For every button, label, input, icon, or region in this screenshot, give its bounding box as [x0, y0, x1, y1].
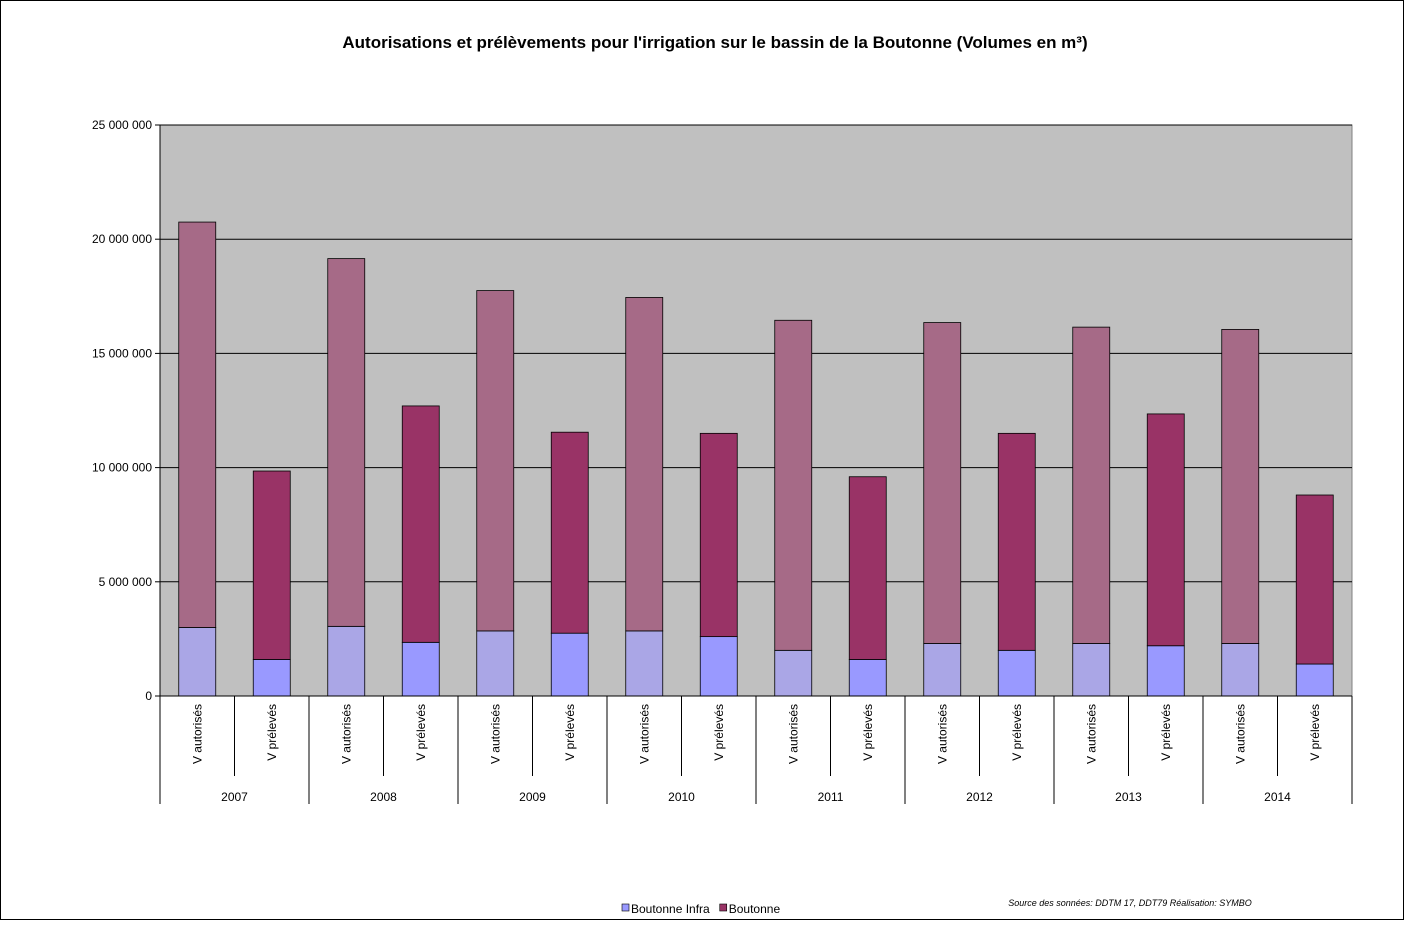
bar-segment [550, 632, 589, 697]
bar-segment [997, 649, 1036, 697]
legend-label: Boutonne [729, 902, 781, 916]
bar-segment [327, 625, 366, 697]
x-tick-label: V prélevés [712, 704, 726, 761]
legend-swatch [719, 903, 728, 912]
bar-segment [1072, 326, 1111, 644]
group-label: 2008 [370, 790, 397, 804]
x-tick-label: V prélevés [1159, 704, 1173, 761]
bar-segment [625, 630, 664, 697]
x-tick-label: V autorisés [1084, 704, 1098, 764]
group-label: 2014 [1264, 790, 1291, 804]
group-label: 2013 [1115, 790, 1142, 804]
bar-segment [401, 641, 440, 697]
x-tick-label: V autorisés [935, 704, 949, 764]
x-tick-label: V autorisés [190, 704, 204, 764]
bar-segment [923, 322, 962, 644]
bar-segment [625, 297, 664, 632]
x-tick-label: V prélevés [861, 704, 875, 761]
bar-segment [1295, 494, 1334, 665]
x-tick-label: V prélevés [1010, 704, 1024, 761]
bar-segment [774, 649, 813, 697]
y-tick-label: 0 [145, 689, 152, 703]
x-tick-label: V autorisés [488, 704, 502, 764]
bar-segment [476, 630, 515, 697]
chart-title: Autorisations et prélèvements pour l'irr… [342, 33, 1087, 52]
group-label: 2009 [519, 790, 546, 804]
bar-segment [252, 659, 291, 697]
y-tick-label: 10 000 000 [92, 461, 152, 475]
bar-segment [252, 470, 291, 660]
x-tick-label: V autorisés [1233, 704, 1247, 764]
bar-segment [1072, 643, 1111, 697]
bar-segment [848, 659, 887, 697]
x-tick-label: V autorisés [637, 704, 651, 764]
x-tick-label: V autorisés [339, 704, 353, 764]
bar-segment [848, 476, 887, 660]
x-tick-label: V prélevés [414, 704, 428, 761]
y-tick-label: 15 000 000 [92, 346, 152, 360]
bar-segment [1221, 329, 1260, 644]
y-tick-label: 5 000 000 [99, 575, 153, 589]
bar-segment [178, 627, 217, 697]
group-label: 2010 [668, 790, 695, 804]
group-label: 2011 [818, 790, 844, 804]
bar-segment [327, 258, 366, 627]
bar-segment [1295, 663, 1334, 697]
x-tick-label: V autorisés [786, 704, 800, 764]
bar-segment [699, 636, 738, 697]
bar-segment [923, 643, 962, 697]
bar-segment [550, 431, 589, 634]
bar-segment [1221, 643, 1260, 697]
bar-segment [178, 221, 217, 628]
legend-label: Boutonne Infra [631, 902, 710, 916]
x-tick-label: V prélevés [265, 704, 279, 761]
source-note: Source des sonnées: DDTM 17, DDT79 Réali… [1008, 898, 1252, 908]
bar-segment [401, 405, 440, 643]
x-tick-label: V prélevés [563, 704, 577, 761]
bar-segment [699, 432, 738, 638]
bar-segment [1146, 413, 1185, 647]
bar-segment [774, 319, 813, 651]
bar-segment [997, 432, 1036, 651]
y-tick-label: 20 000 000 [92, 232, 152, 246]
legend-swatch [621, 903, 630, 912]
bar-segment [476, 290, 515, 632]
group-label: 2007 [221, 790, 248, 804]
y-tick-label: 25 000 000 [92, 118, 152, 132]
group-label: 2012 [966, 790, 993, 804]
x-tick-label: V prélevés [1308, 704, 1322, 761]
bar-segment [1146, 645, 1185, 697]
